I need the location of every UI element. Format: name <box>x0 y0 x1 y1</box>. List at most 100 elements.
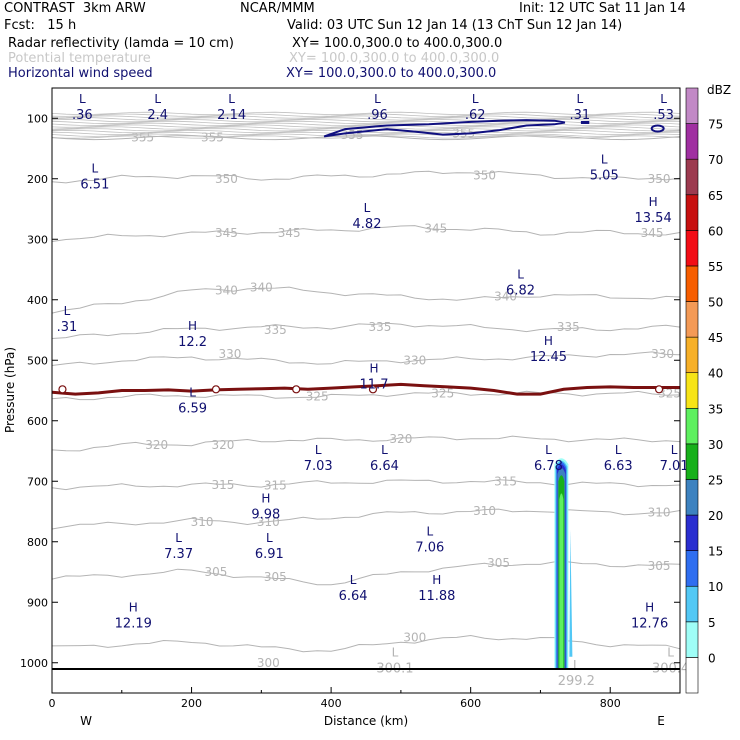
colorbar-level-label: 65 <box>708 189 723 203</box>
x-tick-label: 0 <box>49 697 56 710</box>
theta-contour <box>51 435 681 452</box>
theta-label: 310 <box>473 504 496 518</box>
colorbar-level-label: 10 <box>708 580 723 594</box>
wind-extremum-type: H <box>432 573 441 587</box>
wind-extremum-type: L <box>667 646 674 660</box>
wind-extremum-value: 4.82 <box>353 217 382 232</box>
theta-band-line <box>51 120 681 125</box>
colorbar-level-label: 5 <box>708 616 716 630</box>
reflectivity-shading <box>554 458 573 671</box>
wind-extremum-type: L <box>573 658 580 672</box>
wind-extremum-type: L <box>364 201 371 215</box>
colorbar-swatch <box>685 443 699 480</box>
colorbar-level-label: 75 <box>708 118 723 132</box>
melting-level-contour <box>51 382 680 396</box>
wind-extremum-type: L <box>315 443 322 457</box>
colorbar-level-label: 50 <box>708 296 723 310</box>
wind-extremum-value: 6.91 <box>255 547 284 562</box>
theta-label: 310 <box>191 515 214 529</box>
wind-extremum-type: L <box>374 92 381 106</box>
wind-extremum-value: 299.2 <box>558 674 595 689</box>
theta-label: 340 <box>494 290 517 304</box>
colorbar-level-label: 60 <box>708 224 723 238</box>
colorbar-level-label: 40 <box>708 367 723 381</box>
theta-contour <box>51 135 681 141</box>
theta-label: 305 <box>205 565 228 579</box>
wind-extremum-value: 13.54 <box>635 211 672 226</box>
wind-extremum-type: L <box>615 443 622 457</box>
x-tick-label: 600 <box>460 697 481 710</box>
colorbar-unit: dBZ <box>707 83 731 97</box>
theta-contour <box>51 225 681 242</box>
wind-extremum-type: L <box>601 153 608 167</box>
theta-label: 335 <box>369 320 392 334</box>
theta-label: 345 <box>278 226 301 240</box>
wind-extremum-type: L <box>577 92 584 106</box>
colorbar-swatch <box>685 87 699 124</box>
wind-extremum-value: 12.45 <box>530 350 567 365</box>
init-time: Init: 12 UTC Sat 11 Jan 14 <box>519 1 686 16</box>
wind-extremum-value: 2.4 <box>147 108 168 123</box>
colorbar-swatch <box>685 407 699 445</box>
melting-level-line <box>51 382 680 396</box>
wind-extremum-value: .96 <box>367 108 388 123</box>
theta-band-line <box>51 111 681 116</box>
theta-label: 320 <box>212 438 235 452</box>
plot-frame <box>51 87 681 694</box>
wind-extremum-value: 5.05 <box>590 169 619 184</box>
wind-extremum-value: 6.51 <box>80 178 109 193</box>
y-tick-label: 300 <box>27 233 48 246</box>
wind-extremum-type: L <box>79 92 86 106</box>
wind-extremum-type: L <box>671 443 678 457</box>
theta-contour <box>51 351 681 366</box>
theta-label: 340 <box>215 284 238 298</box>
theta-label: 315 <box>494 474 517 488</box>
theta-label: 310 <box>257 515 280 529</box>
wind-extremum-value: 7.06 <box>415 541 444 556</box>
theta-label: 305 <box>487 556 510 570</box>
y-tick-label: 200 <box>27 173 48 186</box>
theta-contour <box>51 286 681 314</box>
wind-extremum-type: L <box>392 646 399 660</box>
x-axis-label: Distance (km) <box>324 714 408 728</box>
wind-extremum-type: L <box>154 92 161 106</box>
colorbar-level-label: 15 <box>708 545 723 559</box>
wind-extremum-type: L <box>189 386 196 400</box>
theta-label: 320 <box>389 432 412 446</box>
colorbar-level-label: 25 <box>708 473 723 487</box>
wind-extremum-type: L <box>266 531 273 545</box>
colorbar-swatch <box>685 301 699 338</box>
theta-label: 325 <box>306 390 329 404</box>
wind-extremum-type: H <box>544 334 553 348</box>
valid-time: Valid: 03 UTC Sun 12 Jan 14 (13 ChT Sun … <box>287 18 623 33</box>
wind-contour <box>323 119 566 138</box>
colorbar-swatch <box>685 585 699 623</box>
wind-extremum-value: 6.63 <box>604 459 633 474</box>
wind-extremum-value: .36 <box>72 108 93 123</box>
melting-level-label-marker <box>654 385 664 394</box>
colorbar-level-label: 35 <box>708 402 723 416</box>
wind-extremum-value: .31 <box>57 320 78 335</box>
wind-extremum-type: L <box>381 443 388 457</box>
wind-extremum-value: 6.82 <box>506 284 535 299</box>
wind-extremum-type: L <box>545 443 552 457</box>
plot-title: CONTRAST 3km ARW <box>4 1 146 16</box>
theta-contour <box>51 170 681 184</box>
theta-label: 300 <box>257 656 280 670</box>
theta-label: 305 <box>264 570 287 584</box>
x-tick-label: 400 <box>321 697 342 710</box>
colorbar-level-label: 55 <box>708 260 723 274</box>
y-tick-label: 900 <box>27 596 48 609</box>
theta-band-line <box>51 115 681 119</box>
wind-extremum-value: 11.7 <box>360 377 389 392</box>
y-tick-label: 1000 <box>20 657 48 670</box>
wind-extremum-value: 7.01 <box>660 459 689 474</box>
colorbar-swatch <box>685 158 699 196</box>
wind-extremum-type: L <box>350 573 357 587</box>
colorbar-level-label: 30 <box>708 438 723 452</box>
wind-extremum-value: 11.88 <box>418 589 455 604</box>
y-tick-label: 100 <box>27 112 48 125</box>
theta-label: 330 <box>403 353 426 367</box>
wind-extremum-value: 12.76 <box>631 616 668 631</box>
